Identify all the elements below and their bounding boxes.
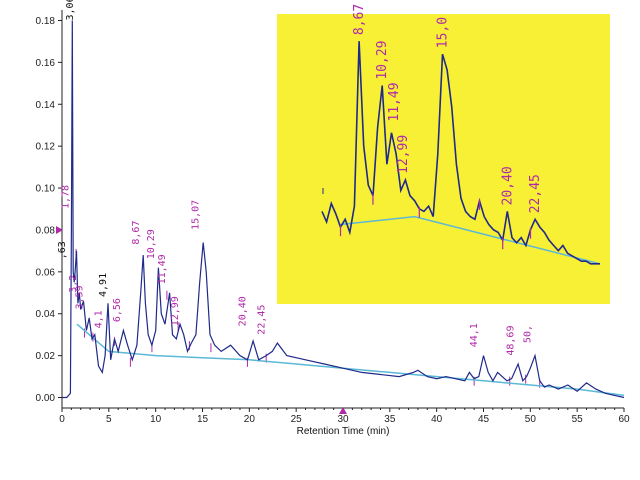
y-tick-label: 0.02 (36, 351, 56, 362)
peak-label: 11,49 (157, 254, 168, 284)
inset-peak-label: 12,99 (396, 135, 411, 174)
x-tick-label: 35 (384, 414, 396, 425)
x-axis-ticks: 0 5 10 15 20 25 30 35 40 45 50 55 60 (59, 408, 630, 425)
chromatogram-trace (62, 20, 625, 399)
peak-label: 6,56 (112, 298, 123, 322)
peak-label: 48,69 (505, 326, 516, 356)
y-tick-label: 0.04 (36, 309, 56, 320)
x-tick-label: 60 (618, 414, 630, 425)
peak-label: 3,59 (75, 285, 86, 309)
x-tick-label: 0 (59, 414, 65, 425)
peak-label: 4,91 (98, 273, 109, 297)
peak-label: ,63 (57, 241, 68, 259)
inset-trace (321, 41, 600, 265)
peak-label: 1,78 (61, 185, 72, 209)
peak-labels: 3,061,78,633,23,594,914,1 6,568,67 10,2911… (57, 0, 534, 356)
y-tick-label: 0.16 (36, 58, 56, 69)
y-tick-label: 0.14 (36, 100, 56, 111)
x-tick-label: 45 (478, 414, 490, 425)
y-tick-label: 0.08 (36, 225, 56, 236)
peak-label: 50, (522, 325, 533, 343)
x-tick-label: 10 (150, 414, 162, 425)
peak-label: 10,29 (146, 229, 157, 259)
x-axis-title: Retention Time (min) (297, 426, 390, 437)
peak-label: 12,99 (170, 296, 181, 326)
x-tick-label: 55 (572, 414, 584, 425)
x-axis-arrow-marker (339, 407, 347, 414)
inset-baseline-line (340, 215, 601, 265)
y-axis-arrow-marker (56, 225, 63, 234)
inset-peak-label: 11,49 (387, 82, 402, 121)
x-tick-label: 20 (244, 414, 256, 425)
zoom-inset: 8,67 10,29 11,49 12,99 15,0 20,40 22,45 (277, 4, 610, 304)
y-tick-label: 0.10 (36, 184, 56, 195)
x-tick-label: 5 (106, 414, 112, 425)
peak-label: 3,06 (65, 0, 76, 20)
y-tick-label: 0.18 (36, 16, 56, 27)
peak-label: 22,45 (256, 305, 267, 335)
x-tick-label: 30 (337, 414, 349, 425)
inset-peak-label: 10,29 (375, 40, 390, 79)
peak-label: 44,1 (469, 323, 480, 347)
y-axis-ticks: 0.00 0.02 0.04 0.06 0.08 0.10 0.12 0.14 0.16 0.18 (36, 16, 62, 404)
peak-label: 3,2 (68, 275, 79, 293)
inset-peak-label: 22,45 (528, 174, 543, 213)
x-tick-label: 50 (525, 414, 537, 425)
y-tick-label: 0.00 (36, 393, 56, 404)
inset-background (277, 14, 610, 304)
plot-area: 0 5 10 15 20 25 30 35 40 45 50 55 60 0.000.020.040.0… (36, 0, 630, 437)
inset-peak-labels: 8,67 10,29 11,49 12,99 15,0 20,40 22,45 (352, 4, 543, 213)
peak-label: 20,40 (238, 296, 249, 326)
y-tick-label: 0.12 (36, 142, 56, 153)
x-tick-label: 40 (431, 414, 443, 425)
peak-label: 4,1 (93, 310, 104, 328)
inset-peak-label: 8,67 (352, 4, 367, 35)
inset-integration-markers (322, 188, 532, 250)
peak-label: 15,07 (191, 200, 202, 230)
y-tick-label: 0.06 (36, 267, 56, 278)
inset-peak-label: 15,0 (435, 17, 450, 48)
x-tick-label: 25 (291, 414, 303, 425)
x-tick-label: 15 (197, 414, 209, 425)
peak-label: 8,67 (131, 221, 142, 245)
inset-peak-label: 20,40 (500, 166, 515, 205)
